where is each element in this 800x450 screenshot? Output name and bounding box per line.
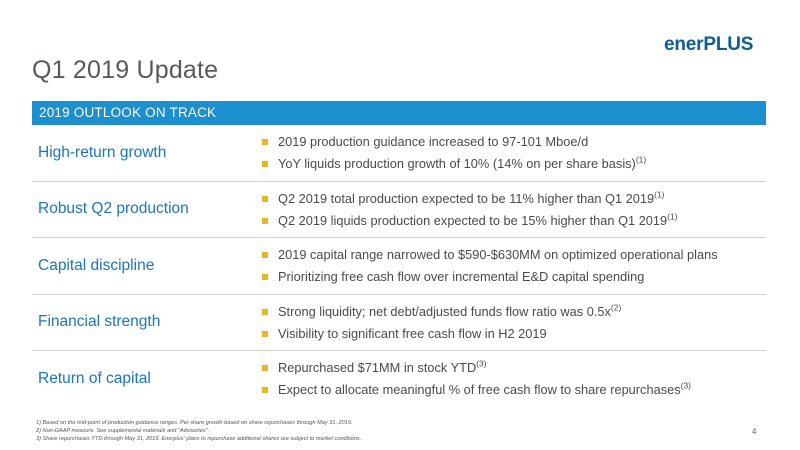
row-label: Return of capital: [38, 370, 151, 388]
table-row: Financial strength Strong liquidity; net…: [32, 295, 766, 351]
enerplus-logo: enerPLUS: [664, 34, 753, 56]
bullet-item: Prioritizing free cash flow over increme…: [261, 266, 718, 288]
bullet-item: Strong liquidity; net debt/adjusted fund…: [261, 301, 621, 323]
bullet-item: 2019 production guidance increased to 97…: [261, 131, 646, 153]
bullet-text: Prioritizing free cash flow over increme…: [278, 269, 645, 284]
table-row: Return of capital Repurchased $71MM in s…: [32, 351, 766, 408]
bullet-list: 2019 production guidance increased to 97…: [261, 131, 646, 175]
bullet-text: 2019 capital range narrowed to $590-$630…: [278, 247, 718, 262]
row-label: Capital discipline: [38, 256, 155, 274]
section-banner: 2019 OUTLOOK ON TRACK: [32, 101, 766, 125]
bullet-text: YoY liquids production growth of 10% (14…: [278, 156, 636, 171]
bullet-text: Q2 2019 total production expected to be …: [278, 190, 655, 206]
bullet-text: 2019 production guidance increased to 97…: [278, 134, 589, 149]
footnote-3: 3) Share repurchases YTD through May 31,…: [36, 436, 362, 442]
logo-text-ener: ener: [664, 34, 704, 55]
row-label: Robust Q2 production: [38, 200, 189, 218]
table-row: Capital discipline 2019 capital range na…: [32, 238, 766, 295]
bullet-text: Visibility to significant free cash flow…: [278, 325, 547, 341]
row-label: High-return growth: [38, 143, 167, 161]
bullet-list: 2019 capital range narrowed to $590-$630…: [261, 244, 718, 288]
table-row: Robust Q2 production Q2 2019 total produ…: [32, 182, 766, 238]
bullet-item: 2019 capital range narrowed to $590-$630…: [261, 244, 718, 266]
footnote-ref: (1): [635, 154, 647, 165]
footnote-1: 1) Based on the mid-point of production …: [36, 420, 353, 426]
bullet-text: Repurchased $71MM in stock YTD: [278, 360, 477, 375]
logo-text-plus: PLUS: [703, 34, 754, 55]
footnotes: 1) Based on the mid-point of production …: [36, 419, 361, 443]
bullet-item: Visibility to significant free cash flow…: [261, 323, 621, 345]
bullet-item: YoY liquids production growth of 10% (14…: [261, 153, 646, 175]
footnote-ref: (2): [610, 302, 622, 313]
bullet-text: Q2 2019 liquids production expected to b…: [278, 212, 668, 228]
bullet-list: Repurchased $71MM in stock YTD(3) Expect…: [261, 357, 691, 401]
bullet-item: Q2 2019 liquids production expected to b…: [261, 210, 678, 232]
footnote-2: 2) Non-GAAP measure. See supplemental ma…: [36, 428, 210, 434]
bullet-list: Q2 2019 total production expected to be …: [261, 188, 678, 232]
row-label: Financial strength: [38, 313, 161, 331]
bullet-item: Expect to allocate meaningful % of free …: [261, 379, 691, 401]
bullet-text: Expect to allocate meaningful % of free …: [278, 382, 681, 397]
bullet-item: Repurchased $71MM in stock YTD(3): [261, 357, 691, 379]
page-number: 4: [752, 427, 757, 436]
footnote-ref: (3): [476, 358, 487, 369]
table-row: High-return growth 2019 production guida…: [32, 125, 766, 182]
footnote-ref: (3): [680, 380, 691, 391]
bullet-list: Strong liquidity; net debt/adjusted fund…: [261, 301, 621, 345]
bullet-text: Strong liquidity; net debt/adjusted fund…: [278, 303, 611, 319]
bullet-item: Q2 2019 total production expected to be …: [261, 188, 678, 210]
page-title: Q1 2019 Update: [32, 56, 219, 84]
footnote-ref: (1): [667, 211, 678, 222]
footnote-ref: (1): [654, 189, 665, 200]
outlook-table: High-return growth 2019 production guida…: [32, 125, 766, 408]
